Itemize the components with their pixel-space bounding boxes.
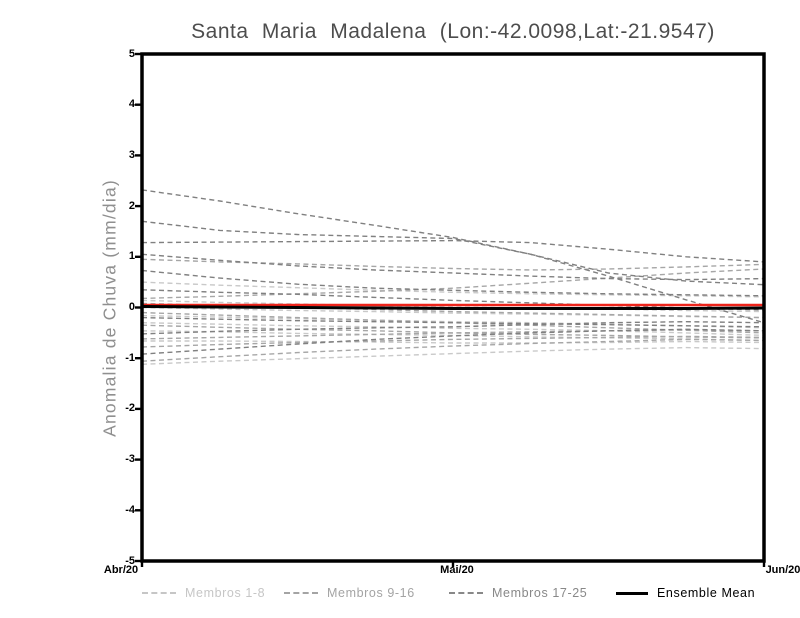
- dashed-line-swatch-icon: [142, 592, 176, 594]
- ensemble-member-line-group2: [141, 268, 765, 300]
- ensemble-member-line-group3: [141, 328, 765, 355]
- ensemble-member-line-group3: [141, 320, 765, 335]
- legend-label: Membros 1-8: [185, 586, 266, 600]
- x-tick-label: Abr/20: [103, 564, 139, 576]
- ensemble-member-line-group2: [141, 329, 765, 340]
- ensemble-member-line-group1: [141, 306, 765, 319]
- legend-item-membros-9-16: Membros 9-16: [284, 585, 415, 601]
- y-tick-label: 1: [128, 250, 135, 263]
- solid-line-swatch-icon: [616, 591, 648, 595]
- y-tick-label: -2: [125, 402, 135, 415]
- ensemble-member-line-group2: [141, 324, 765, 339]
- ensemble-member-line-group1: [141, 330, 765, 342]
- legend-item-ensemble-mean: Ensemble Mean: [616, 585, 755, 601]
- y-tick-label: 2: [128, 199, 135, 212]
- ensemble-member-line-group1: [141, 299, 765, 313]
- ensemble-member-line-group3: [141, 189, 765, 324]
- y-tick-label: 4: [128, 98, 135, 111]
- legend-label: Ensemble Mean: [657, 586, 756, 600]
- y-tick-label: 3: [128, 148, 135, 161]
- ensemble-member-line-group1: [142, 340, 765, 344]
- chart-title: Santa Maria Madalena (Lon:-42.0098,Lat:-…: [191, 20, 715, 43]
- x-tick-label: Mai/20: [440, 564, 474, 576]
- y-tick-label: -4: [125, 503, 135, 516]
- y-tick-label: -5: [125, 554, 135, 567]
- ensemble-member-line-group3: [141, 220, 765, 286]
- dashed-line-swatch-icon: [284, 592, 318, 594]
- ensemble-member-line-group3: [141, 269, 765, 297]
- ensemble-member-line-group1: [141, 346, 765, 365]
- y-tick-label: 5: [128, 47, 135, 60]
- dashed-line-swatch-icon: [449, 592, 483, 594]
- x-tick-label: Jun/20: [765, 564, 800, 576]
- legend-item-membros-17-25: Membros 17-25: [449, 585, 587, 601]
- y-tick-label: -1: [125, 351, 135, 364]
- y-tick-label: 0: [128, 301, 135, 313]
- ensemble-member-line-group2: [141, 335, 765, 348]
- ensemble-member-line-group3: [141, 253, 765, 281]
- ensemble-member-line-group1: [141, 314, 765, 329]
- ensemble-mean-line: [141, 305, 765, 310]
- y-tick-label: -3: [125, 453, 135, 466]
- ensemble-member-line-group1: [141, 281, 765, 298]
- ensemble-member-line-group2: [141, 338, 765, 362]
- legend-item-membros-1-8: Membros 1-8: [142, 585, 265, 601]
- ensemble-member-line-group1: [141, 322, 765, 337]
- ensemble-member-line-group3: [141, 316, 765, 328]
- ensemble-member-line-group3: [141, 239, 765, 263]
- legend-label: Membros 9-16: [327, 586, 415, 600]
- legend-label: Membros 17-25: [492, 586, 588, 600]
